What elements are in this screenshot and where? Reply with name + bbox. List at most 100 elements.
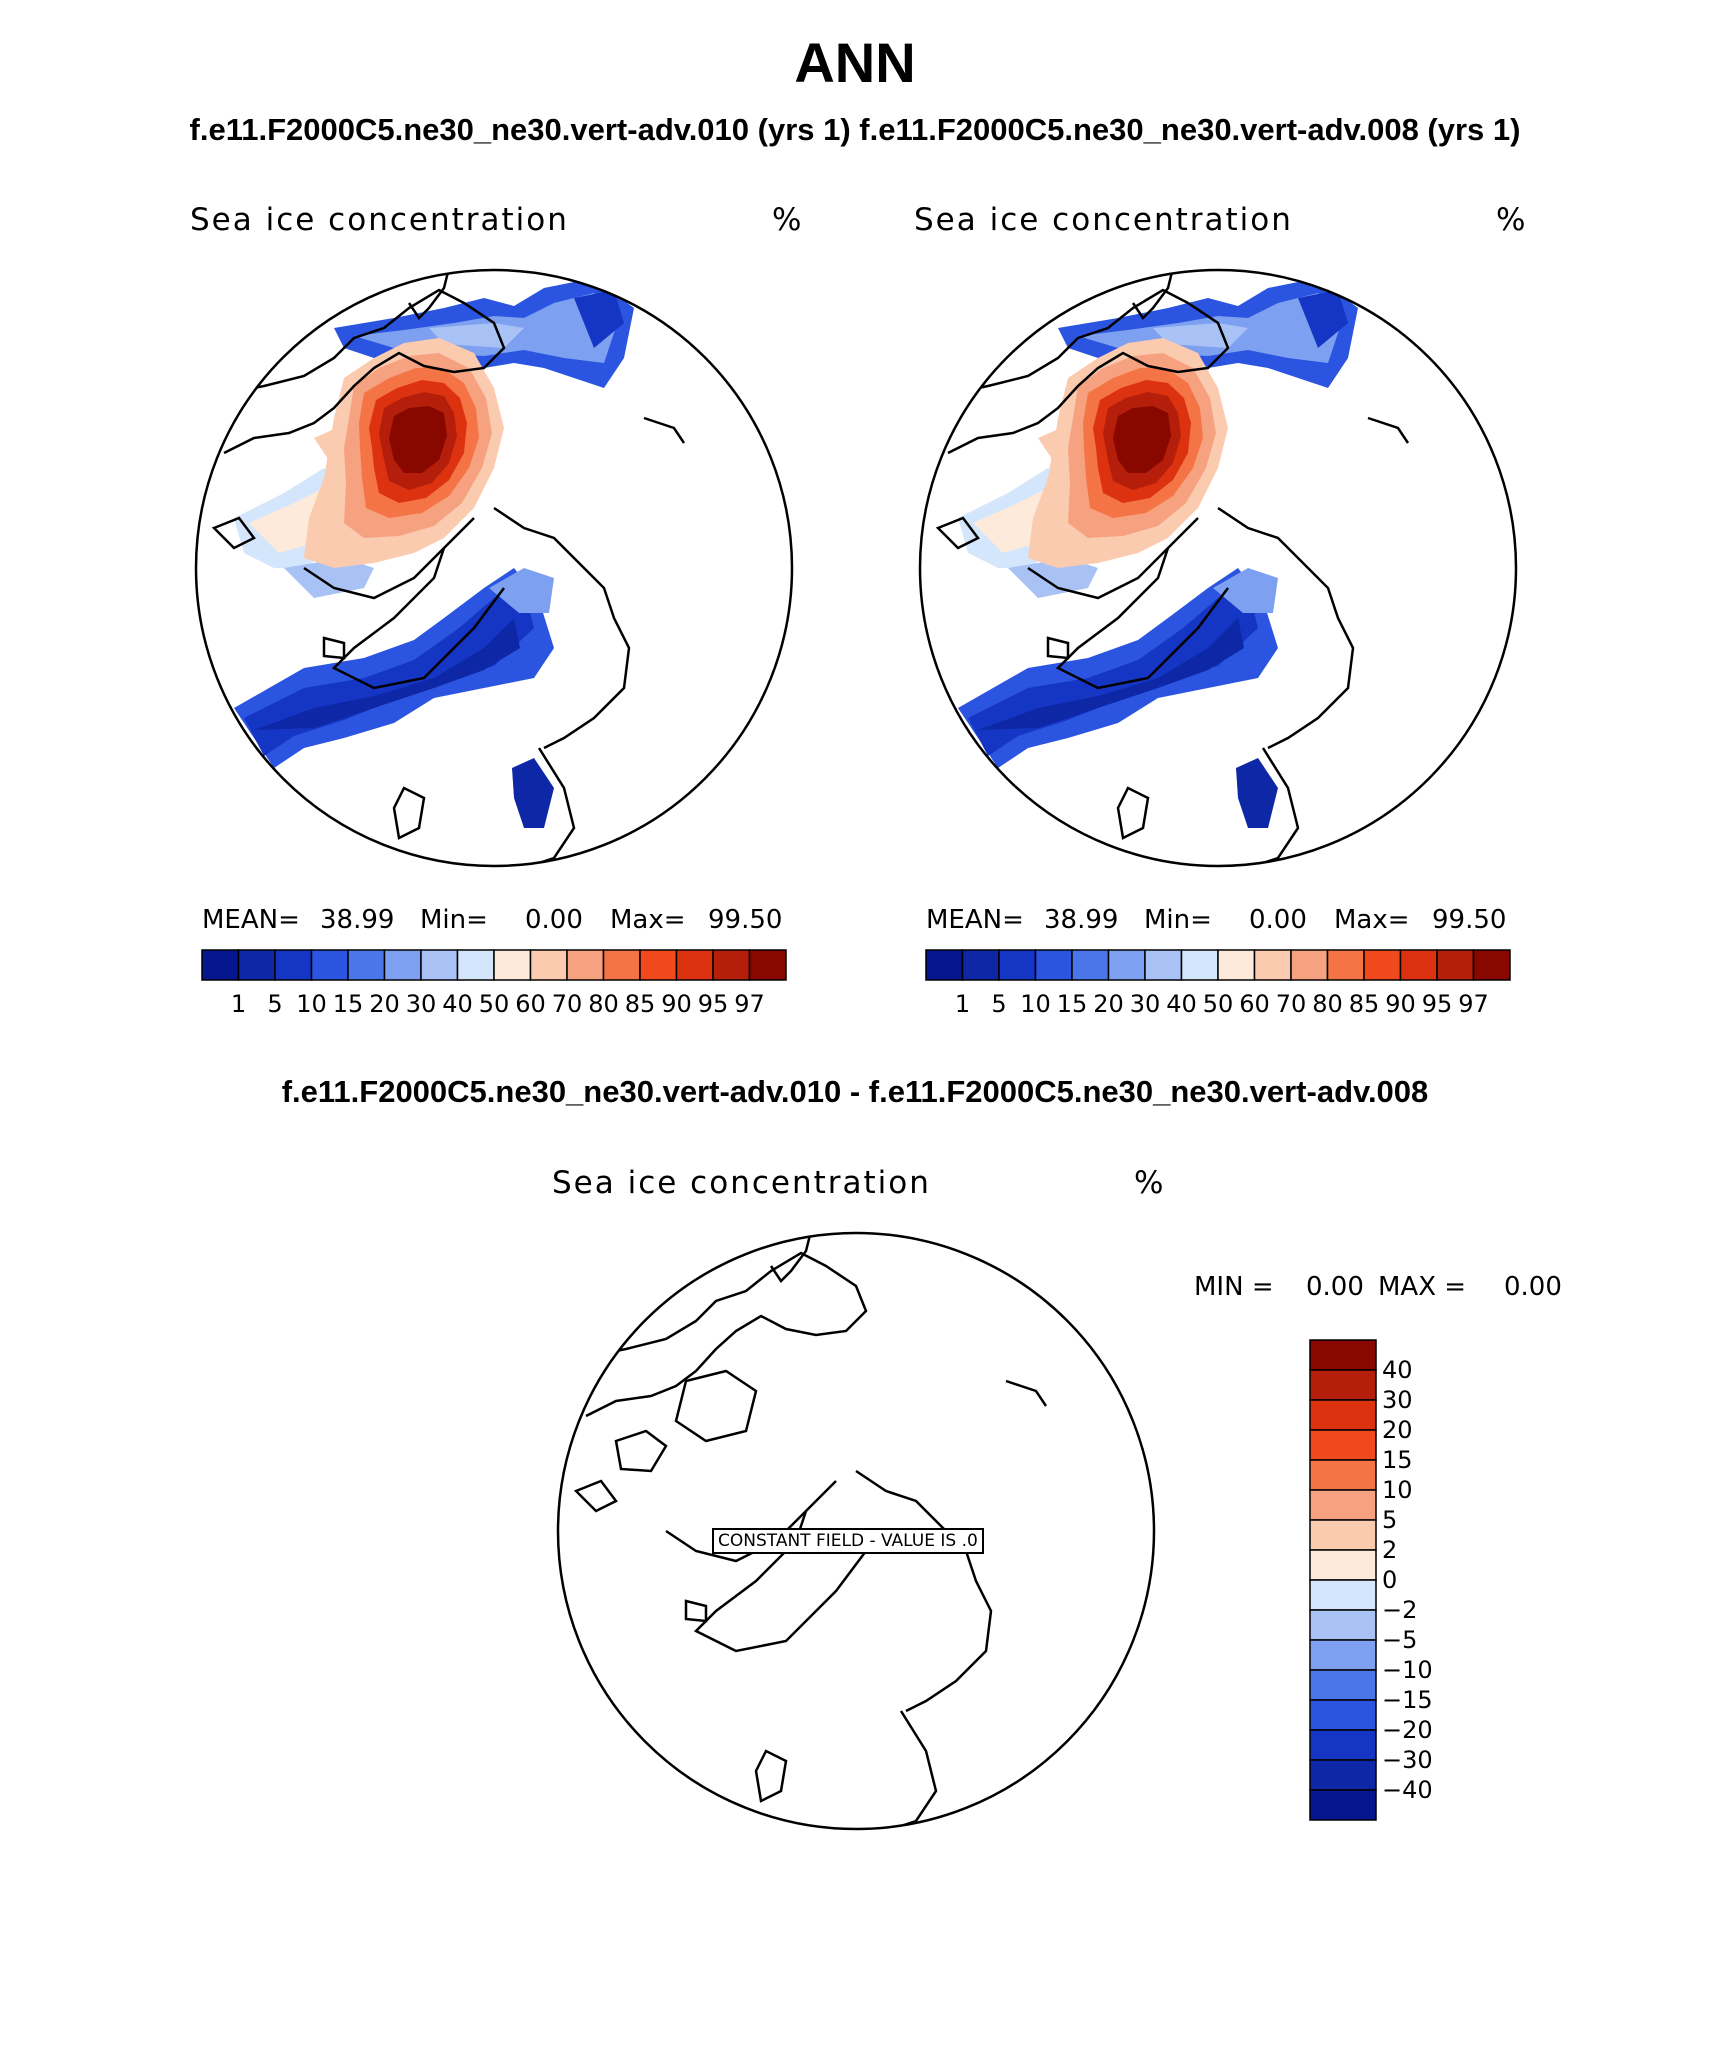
panel1-colorbar-box xyxy=(347,949,386,981)
panel2-colorbar-tick-label: 5 xyxy=(991,990,1007,1018)
panel1-coastlines xyxy=(211,270,686,866)
diff-colorbar-box xyxy=(1309,1729,1377,1761)
diff-colorbar-box xyxy=(1309,1639,1377,1671)
panel2-colorbar-box xyxy=(961,949,1000,981)
panel1-colorbar-box xyxy=(201,949,240,981)
panel1-colorbar-box xyxy=(274,949,313,981)
panel1-colorbar-box xyxy=(529,949,568,981)
panel1-marginal-ice-atlantic xyxy=(234,568,554,768)
panel2-map-boundary xyxy=(918,268,1518,868)
diff-colorbar-box xyxy=(1309,1339,1377,1371)
panel2-colorbar-tick-label: 40 xyxy=(1166,990,1197,1018)
diff-colorbar-box xyxy=(1309,1369,1377,1401)
diff-colorbar-ticks: 40 30 20 15 10 5 2 0 −2 −5 −10 −15 −20 −30 −40 xyxy=(1382,1340,1462,1820)
panel2-colorbar-box xyxy=(1290,949,1329,981)
diff-map-boundary xyxy=(556,1231,1156,1831)
panel1-min-label: Min= xyxy=(420,905,488,935)
panel1-colorbar-box xyxy=(639,949,678,981)
panel2-colorbar-tick-label: 20 xyxy=(1093,990,1124,1018)
diff-colorbar-tick-label: −15 xyxy=(1382,1686,1433,1714)
panel1-min-value: 0.00 xyxy=(525,905,583,935)
panel2-colorbar-box xyxy=(1071,949,1110,981)
diff-colorbar xyxy=(1309,1339,1377,1821)
panel1-colorbar-tick-label: 40 xyxy=(442,990,473,1018)
panel2-colorbar-box xyxy=(1144,949,1183,981)
panel1-colorbar-box xyxy=(712,949,751,981)
panel1-colorbar-tick-label: 70 xyxy=(551,990,583,1018)
panel2-colorbar-box xyxy=(998,949,1037,981)
panel1-baltic-ice xyxy=(512,758,554,828)
diff-colorbar-box xyxy=(1309,1429,1377,1461)
panel1-colorbar-box xyxy=(748,949,787,981)
main-title: ANN xyxy=(794,31,916,94)
diff-title: f.e11.F2000C5.ne30_ne30.vert-adv.010 - f… xyxy=(281,1074,1429,1109)
panel1-colorbar-tick-label: 97 xyxy=(734,990,765,1018)
panel2-colorbar-tick-label: 50 xyxy=(1202,990,1234,1018)
constant-field-label: CONSTANT FIELD - VALUE IS .0 xyxy=(712,1528,984,1554)
panel1-colorbar-tick-label: 80 xyxy=(588,990,619,1018)
panel1-colorbar-tick-label: 5 xyxy=(267,990,283,1018)
panel2-colorbar-box xyxy=(1253,949,1292,981)
panel2-colorbar-tick-label: 80 xyxy=(1312,990,1343,1018)
panel1-colorbar-tick-label: 20 xyxy=(369,990,400,1018)
panel2-colorbar-tick-label: 10 xyxy=(1020,990,1051,1018)
panel1-arctic-ice-pack xyxy=(304,338,504,568)
panel1-colorbar-box xyxy=(237,949,276,981)
panel2-max-value: 99.50 xyxy=(1432,905,1507,935)
diff-colorbar-box xyxy=(1309,1759,1377,1791)
diff-colorbar-tick-label: 2 xyxy=(1382,1536,1398,1564)
diff-min-value: 0.00 xyxy=(1306,1272,1364,1302)
diff-colorbar-tick-label: −2 xyxy=(1382,1596,1418,1624)
diff-colorbar-box xyxy=(1309,1699,1377,1731)
panel1-colorbar-box xyxy=(675,949,714,981)
panel2-colorbar-box xyxy=(1399,949,1438,981)
panel2-baltic-ice xyxy=(1236,758,1278,828)
diff-colorbar-tick-label: −30 xyxy=(1382,1746,1433,1774)
panel1-colorbar-box xyxy=(310,949,349,981)
diff-colorbar-box xyxy=(1309,1519,1377,1551)
panel2-colorbar-box xyxy=(1326,949,1365,981)
panel2-colorbar-box xyxy=(1472,949,1511,981)
panel1-units-label: % xyxy=(772,202,804,238)
diff-colorbar-tick-label: 0 xyxy=(1382,1566,1398,1594)
panel2-colorbar-tick-label: 70 xyxy=(1275,990,1307,1018)
panel1-colorbar-tick-label: 15 xyxy=(332,990,364,1018)
diff-colorbar-box xyxy=(1309,1609,1377,1641)
panel2-colorbar-box xyxy=(1217,949,1256,981)
diff-colorbar-tick-label: 40 xyxy=(1382,1356,1413,1384)
panel2-marginal-ice-atlantic xyxy=(958,568,1278,768)
panel2-colorbar-box xyxy=(925,949,964,981)
panel2-colorbar xyxy=(925,949,1511,981)
diff-colorbar-tick-label: −10 xyxy=(1382,1656,1433,1684)
panel1-colorbar-tick-label: 1 xyxy=(230,990,247,1018)
panel1-variable-label: Sea ice concentration xyxy=(190,202,569,238)
panel2-min-label: Min= xyxy=(1144,905,1212,935)
panel2-colorbar-tick-label: 30 xyxy=(1129,990,1161,1018)
panel1-mean-label: MEAN= xyxy=(202,905,300,935)
diff-colorbar-tick-label: 30 xyxy=(1382,1386,1413,1414)
panel2-mean-label: MEAN= xyxy=(926,905,1024,935)
panel2-colorbar-tick-label: 97 xyxy=(1458,990,1489,1018)
panel1-max-value: 99.50 xyxy=(708,905,783,935)
diff-colorbar-box xyxy=(1309,1579,1377,1611)
panel2-colorbar-box xyxy=(1363,949,1402,981)
panel1-colorbar-box xyxy=(602,949,641,981)
panel1-colorbar-tick-label: 95 xyxy=(697,990,729,1018)
panel2-max-label: Max= xyxy=(1334,905,1410,935)
panel2-colorbar-tick-label: 1 xyxy=(954,990,971,1018)
panel2-variable-label: Sea ice concentration xyxy=(914,202,1293,238)
panel2-colorbar-tick-label: 90 xyxy=(1385,990,1416,1018)
diff-colorbar-box xyxy=(1309,1459,1377,1491)
diff-colorbar-box xyxy=(1309,1549,1377,1581)
panel1-colorbar-box xyxy=(493,949,532,981)
panel2-colorbar-tick-label: 60 xyxy=(1239,990,1270,1018)
diff-polar-map xyxy=(556,1231,1156,1831)
panel2-colorbar-tick-label: 95 xyxy=(1421,990,1453,1018)
panel2-polar-map xyxy=(918,268,1518,868)
panel1-colorbar-tick-label: 60 xyxy=(515,990,546,1018)
diff-colorbar-tick-label: 10 xyxy=(1382,1476,1413,1504)
panel1-colorbar-box xyxy=(420,949,459,981)
panel1-colorbar-tick-label: 50 xyxy=(478,990,510,1018)
diff-colorbar-tick-label: −20 xyxy=(1382,1716,1433,1744)
panel1-colorbar-box xyxy=(566,949,605,981)
